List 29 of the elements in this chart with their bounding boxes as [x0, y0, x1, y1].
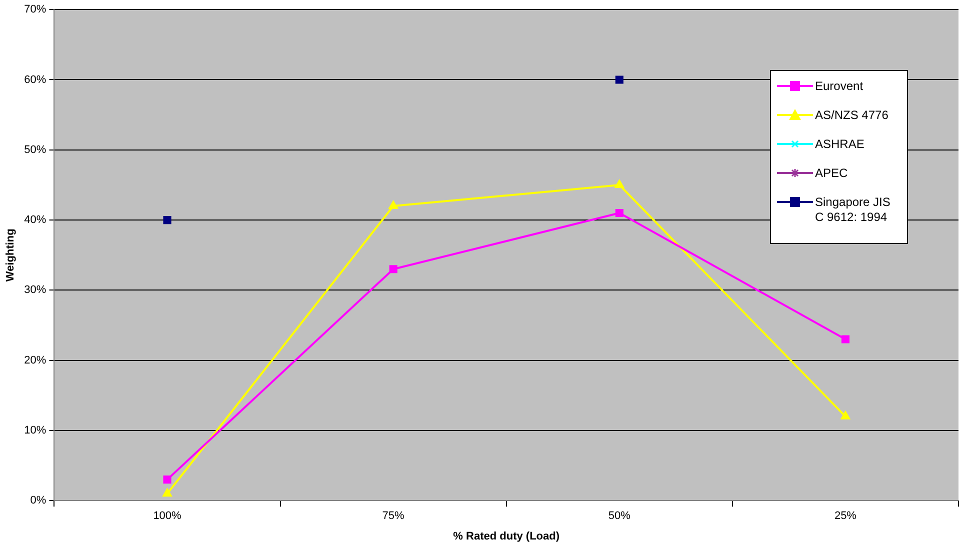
- point: [162, 488, 172, 497]
- point: [163, 476, 172, 484]
- point: [841, 335, 850, 344]
- point: [615, 76, 624, 84]
- y-tick-label: 30%: [24, 284, 46, 296]
- legend-label: AS/NZS 4776: [815, 108, 888, 123]
- x-tick-label: 75%: [382, 510, 405, 522]
- x-tick-label: 25%: [834, 510, 857, 522]
- x-tick-label: 100%: [153, 510, 182, 522]
- y-tick-label: 70%: [24, 4, 46, 16]
- legend-label: Eurovent: [815, 79, 864, 94]
- x-axis-title: % Rated duty (Load): [453, 530, 560, 542]
- y-axis-title: Weighting: [4, 228, 17, 282]
- point: [388, 200, 398, 209]
- legend-label: Singapore JIS C 9612: 1994: [815, 195, 892, 225]
- point: [840, 410, 850, 420]
- point: [389, 265, 398, 274]
- y-tick-label: 40%: [24, 214, 46, 226]
- y-tick-label: 10%: [24, 424, 46, 436]
- point: [615, 208, 624, 218]
- legend-label: APEC: [815, 166, 848, 181]
- legend-label: ASHRAE: [815, 137, 864, 152]
- y-tick-label: 0%: [30, 494, 46, 507]
- x-tick-label: 50%: [608, 510, 631, 522]
- point: [163, 216, 172, 224]
- y-tick-label: 20%: [24, 354, 46, 366]
- y-tick-label: 50%: [24, 144, 46, 156]
- y-tick-label: 60%: [24, 74, 46, 86]
- point: [614, 179, 624, 188]
